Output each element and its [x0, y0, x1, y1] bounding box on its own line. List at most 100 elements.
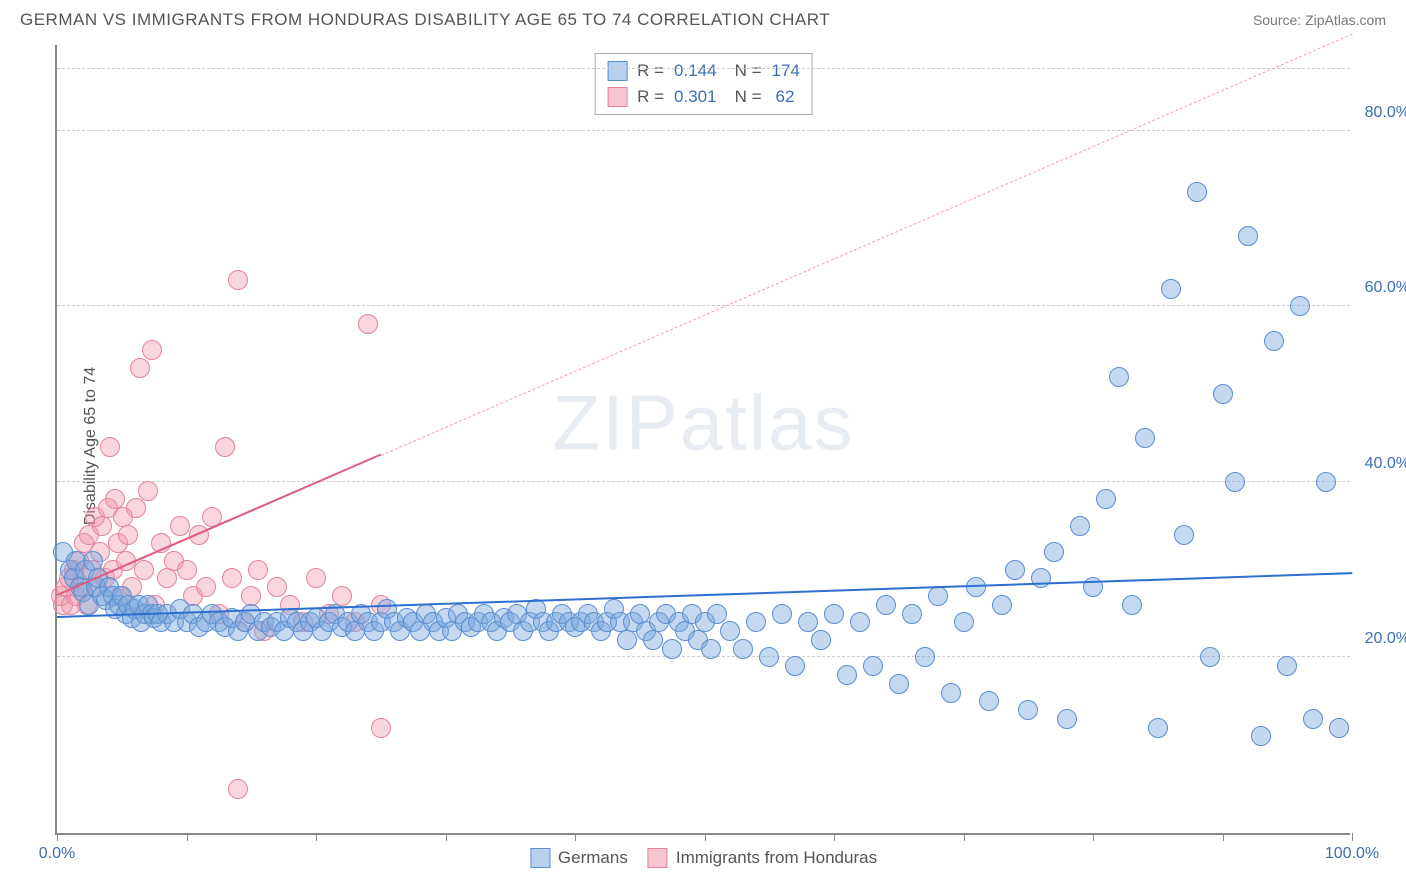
- x-tick: [1352, 833, 1353, 841]
- watermark: ZIPatlas: [552, 378, 854, 469]
- data-point-honduras: [157, 568, 177, 588]
- data-point-germans: [992, 595, 1012, 615]
- data-point-germans: [954, 612, 974, 632]
- x-tick: [187, 833, 188, 841]
- data-point-germans: [941, 683, 961, 703]
- data-point-honduras: [222, 568, 242, 588]
- y-tick-label: 80.0%: [1365, 104, 1406, 122]
- data-point-germans: [1251, 726, 1271, 746]
- data-point-germans: [1277, 656, 1297, 676]
- x-tick: [446, 833, 447, 841]
- data-point-honduras: [371, 718, 391, 738]
- data-point-germans: [1316, 472, 1336, 492]
- data-point-germans: [1161, 279, 1181, 299]
- data-point-germans: [824, 604, 844, 624]
- data-point-germans: [1018, 700, 1038, 720]
- data-point-germans: [1213, 384, 1233, 404]
- data-point-honduras: [142, 340, 162, 360]
- data-point-honduras: [196, 577, 216, 597]
- data-point-germans: [915, 647, 935, 667]
- data-point-germans: [1238, 226, 1258, 246]
- data-point-honduras: [267, 577, 287, 597]
- swatch-pink-icon: [607, 87, 627, 107]
- x-tick: [1223, 833, 1224, 841]
- x-tick-label: 100.0%: [1325, 845, 1379, 863]
- data-point-honduras: [228, 270, 248, 290]
- data-point-honduras: [215, 437, 235, 457]
- gridline: [57, 305, 1350, 306]
- data-point-germans: [1044, 542, 1064, 562]
- data-point-germans: [928, 586, 948, 606]
- y-tick-label: 40.0%: [1365, 455, 1406, 473]
- data-point-honduras: [358, 314, 378, 334]
- swatch-blue-icon: [607, 61, 627, 81]
- data-point-germans: [707, 604, 727, 624]
- source-label: Source: ZipAtlas.com: [1253, 12, 1386, 28]
- bottom-legend: Germans Immigrants from Honduras: [530, 848, 877, 868]
- data-point-honduras: [138, 481, 158, 501]
- data-point-germans: [1109, 367, 1129, 387]
- stats-row-germans: R = 0.144 N = 174: [607, 58, 800, 84]
- legend-item-germans: Germans: [530, 848, 628, 868]
- swatch-blue-icon: [530, 848, 550, 868]
- data-point-germans: [811, 630, 831, 650]
- data-point-germans: [966, 577, 986, 597]
- data-point-honduras: [228, 779, 248, 799]
- legend-item-honduras: Immigrants from Honduras: [648, 848, 877, 868]
- data-point-germans: [1200, 647, 1220, 667]
- x-tick: [1093, 833, 1094, 841]
- gridline: [57, 656, 1350, 657]
- data-point-germans: [772, 604, 792, 624]
- data-point-germans: [617, 630, 637, 650]
- data-point-germans: [1070, 516, 1090, 536]
- swatch-pink-icon: [648, 848, 668, 868]
- data-point-germans: [785, 656, 805, 676]
- data-point-germans: [863, 656, 883, 676]
- data-point-honduras: [100, 437, 120, 457]
- data-point-germans: [701, 639, 721, 659]
- data-point-germans: [720, 621, 740, 641]
- y-tick-label: 20.0%: [1365, 630, 1406, 648]
- data-point-germans: [733, 639, 753, 659]
- data-point-germans: [979, 691, 999, 711]
- data-point-germans: [759, 647, 779, 667]
- data-point-germans: [837, 665, 857, 685]
- data-point-honduras: [134, 560, 154, 580]
- x-tick: [57, 833, 58, 841]
- plot-area: ZIPatlas R = 0.144 N = 174 R = 0.301 N =…: [55, 45, 1350, 835]
- data-point-germans: [1148, 718, 1168, 738]
- data-point-honduras: [92, 516, 112, 536]
- data-point-germans: [1005, 560, 1025, 580]
- data-point-germans: [1174, 525, 1194, 545]
- data-point-honduras: [130, 358, 150, 378]
- x-tick: [834, 833, 835, 841]
- trendline-honduras-dashed: [381, 33, 1353, 455]
- data-point-honduras: [306, 568, 326, 588]
- data-point-germans: [798, 612, 818, 632]
- x-tick-label: 0.0%: [39, 845, 75, 863]
- data-point-germans: [1135, 428, 1155, 448]
- data-point-germans: [1057, 709, 1077, 729]
- data-point-germans: [643, 630, 663, 650]
- data-point-germans: [746, 612, 766, 632]
- y-tick-label: 60.0%: [1365, 279, 1406, 297]
- data-point-honduras: [177, 560, 197, 580]
- data-point-germans: [876, 595, 896, 615]
- data-point-honduras: [118, 525, 138, 545]
- chart-title: GERMAN VS IMMIGRANTS FROM HONDURAS DISAB…: [20, 10, 830, 30]
- stats-row-honduras: R = 0.301 N = 62: [607, 84, 800, 110]
- data-point-germans: [1031, 568, 1051, 588]
- data-point-honduras: [126, 498, 146, 518]
- data-point-germans: [1290, 296, 1310, 316]
- data-point-germans: [1329, 718, 1349, 738]
- stats-legend-box: R = 0.144 N = 174 R = 0.301 N = 62: [594, 53, 813, 115]
- data-point-honduras: [170, 516, 190, 536]
- data-point-germans: [902, 604, 922, 624]
- gridline: [57, 130, 1350, 131]
- data-point-germans: [1264, 331, 1284, 351]
- gridline: [57, 481, 1350, 482]
- x-tick: [705, 833, 706, 841]
- x-tick: [964, 833, 965, 841]
- data-point-honduras: [248, 560, 268, 580]
- data-point-germans: [1122, 595, 1142, 615]
